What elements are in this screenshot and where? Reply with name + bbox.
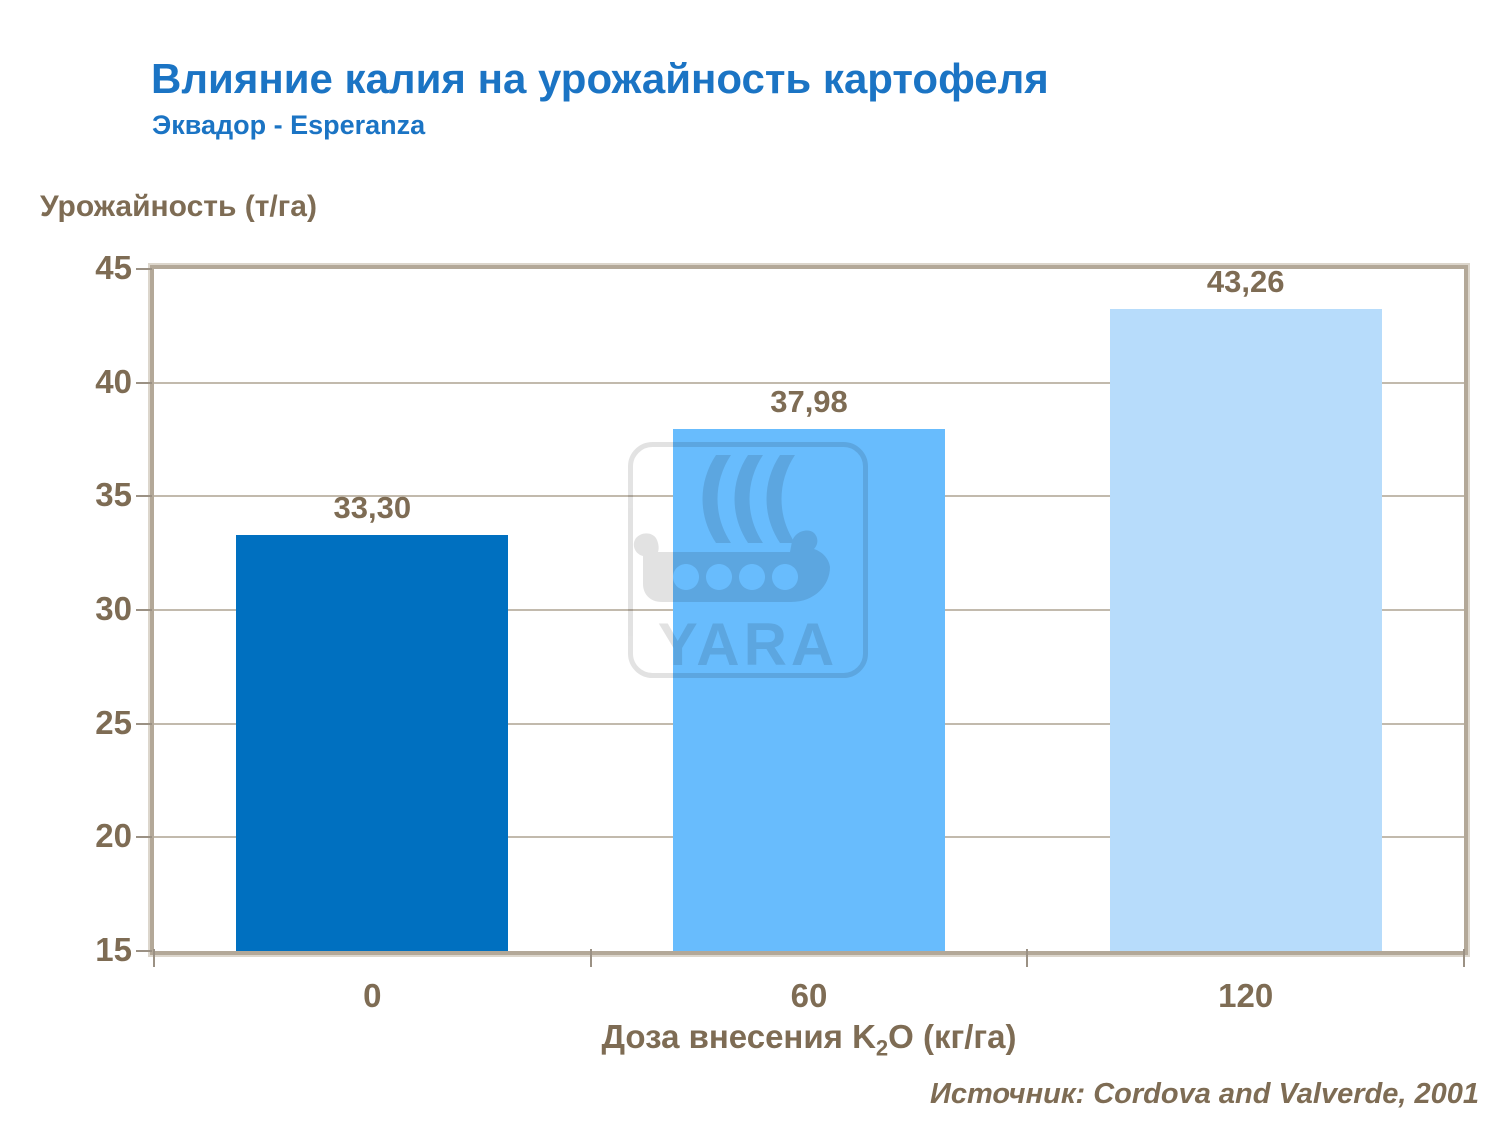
- x-axis-title-suffix: O (кг/га): [888, 1018, 1017, 1055]
- bar-0: 33,30: [236, 490, 509, 951]
- slide-title: Влияние калия на урожайность картофеля: [151, 55, 1049, 102]
- plot-area: 33,30 0 37,98 60 43,26 120: [150, 264, 1468, 1014]
- x-tick-label-120: 120: [1218, 977, 1274, 1014]
- y-tick-label-20: 20: [95, 817, 132, 855]
- slide-subtitle: Эквадор - Esperanza: [152, 110, 426, 140]
- y-tick-mark: [136, 722, 152, 725]
- x-tick-mark: [153, 949, 155, 967]
- y-tick-label-45: 45: [95, 249, 132, 286]
- plot-inner: 33,30 0 37,98 60 43,26 120: [154, 264, 1464, 1014]
- x-tick-label-60: 60: [790, 977, 828, 1014]
- bar-value-label-60: 37,98: [770, 383, 848, 419]
- x-tick-mark: [1463, 949, 1465, 967]
- x-tick-label-0: 0: [363, 977, 382, 1014]
- x-axis-title-prefix: Доза внесения K: [601, 1018, 876, 1055]
- y-tick-label-30: 30: [95, 590, 132, 627]
- y-tick-mark: [136, 495, 152, 498]
- y-tick-label-25: 25: [95, 703, 132, 741]
- y-tick-mark: [136, 836, 152, 839]
- gridline-40: [154, 381, 1464, 384]
- y-tick-label-35: 35: [95, 476, 132, 514]
- x-tick-mark: [589, 949, 592, 967]
- y-tick-mark: [136, 381, 152, 384]
- y-tick-mark: [136, 268, 152, 270]
- y-tick-label-15: 15: [95, 931, 132, 968]
- bar-120: 43,26: [1109, 264, 1382, 951]
- x-axis-title-subscript: 2: [875, 1035, 889, 1061]
- y-axis-caption: Урожайность (т/га): [40, 190, 317, 223]
- bar-value-label-0: 33,30: [333, 490, 412, 525]
- y-tick-label-40: 40: [95, 362, 132, 400]
- source-text: Источник: Cordova and Valverde, 2001: [930, 1078, 1479, 1110]
- x-tick-mark: [1026, 949, 1029, 967]
- bar-value-label-120: 43,26: [1206, 263, 1285, 299]
- y-tick-mark: [136, 609, 152, 611]
- x-axis-title: Доза внесения K2O (кг/га): [150, 1018, 1468, 1062]
- y-tick-mark: [136, 950, 152, 952]
- bar-60: 37,98: [673, 384, 945, 951]
